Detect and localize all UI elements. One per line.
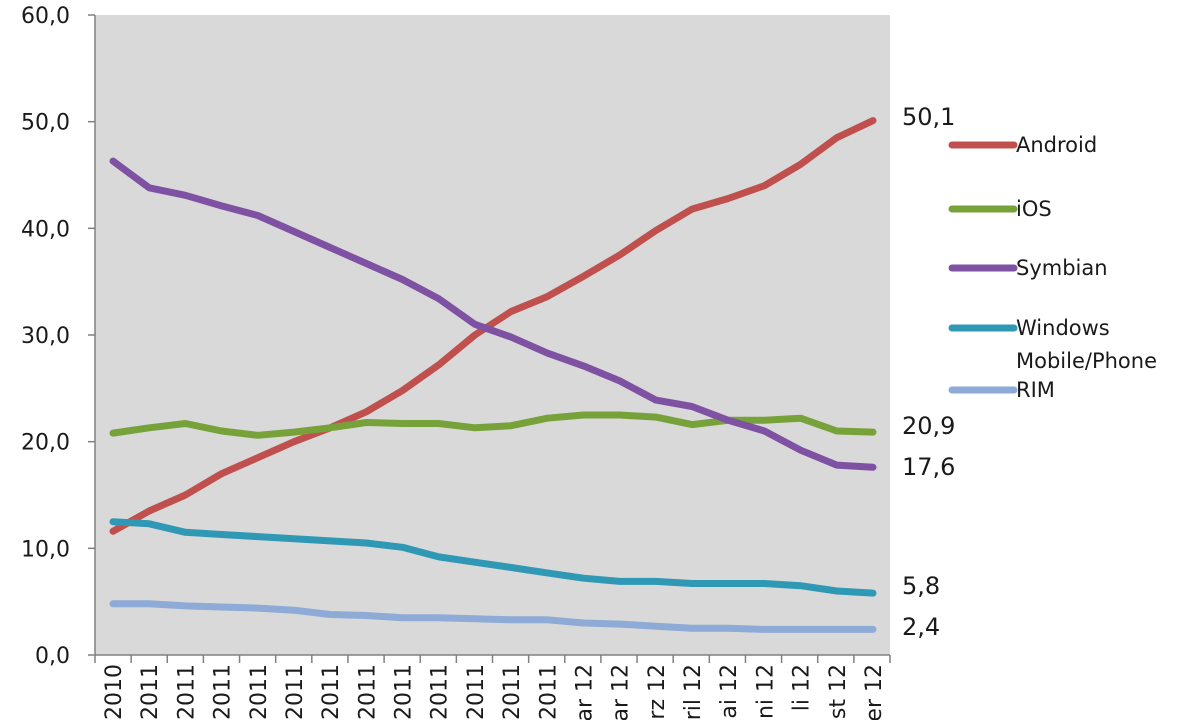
x-axis: 2010 2011 2011 2011 2011 2011 2011 2011 2011 2011… — [94, 654, 891, 720]
series-line-ios — [109, 411, 877, 439]
end-value-label: 20,9 — [902, 412, 955, 440]
x-tick-label: ar 12 — [572, 664, 597, 720]
x-tick-label: ni 12 — [753, 664, 778, 719]
x-tick-label: 2011 — [138, 664, 163, 720]
legend-label-rim: RIM — [1016, 378, 1055, 402]
x-tick-label: st 12 — [826, 664, 851, 719]
legend-label-ios: iOS — [1016, 197, 1052, 221]
y-tick-label: 10,0 — [21, 537, 70, 562]
x-tick-label: ril 12 — [681, 664, 706, 720]
legend-label-windows-line2: Mobile/Phone — [1016, 349, 1157, 373]
x-tick-label: rz 12 — [645, 664, 670, 720]
x-tick-label: 2011 — [392, 664, 417, 720]
x-tick-label: 2011 — [174, 664, 199, 720]
y-tick-label: 50,0 — [21, 111, 70, 136]
y-tick-label: 30,0 — [21, 324, 70, 349]
x-tick-label: 2011 — [500, 664, 525, 720]
y-tick-label: 0,0 — [35, 644, 70, 669]
series-line-symbian — [109, 157, 877, 471]
end-value-label: 2,4 — [902, 613, 940, 641]
x-tick-label: er 12 — [862, 664, 887, 720]
legend: Android iOS Symbian Windows Mobile/Phone RIM — [948, 133, 1157, 402]
y-tick-label: 40,0 — [21, 217, 70, 242]
series-line-android — [109, 117, 877, 535]
plot-area — [95, 15, 890, 655]
x-tick-label: 2011 — [211, 664, 236, 720]
series-line-rim — [109, 600, 877, 633]
end-value-label: 5,8 — [902, 572, 940, 600]
y-tick-label: 20,0 — [21, 431, 70, 456]
x-tick-label: 2011 — [319, 664, 344, 720]
x-tick-label: 2011 — [428, 664, 453, 720]
legend-label-android: Android — [1016, 133, 1097, 157]
x-tick-label: 2011 — [355, 664, 380, 720]
x-tick-label: ai 12 — [717, 664, 742, 719]
x-tick-label: 2011 — [464, 664, 489, 720]
x-tick-label: 2011 — [283, 664, 308, 720]
x-tick-label: 2011 — [536, 664, 561, 720]
series-line-windows — [109, 518, 877, 597]
x-tick-label: ar 12 — [609, 664, 634, 720]
y-axis: 0,0 10,0 20,0 30,0 40,0 50,0 60,0 — [21, 4, 96, 669]
x-tick-label: 2011 — [247, 664, 272, 720]
legend-label-symbian: Symbian — [1016, 256, 1108, 280]
y-tick-label: 60,0 — [21, 4, 70, 29]
legend-label-windows: Windows — [1016, 316, 1110, 340]
end-labels: 50,1 20,9 17,6 5,8 2,4 — [902, 103, 955, 641]
end-value-label: 17,6 — [902, 453, 955, 481]
x-tick-label: 2010 — [102, 664, 127, 720]
series-layer — [109, 117, 877, 633]
end-value-label: 50,1 — [902, 103, 955, 131]
x-tick-label: li 12 — [790, 664, 815, 711]
